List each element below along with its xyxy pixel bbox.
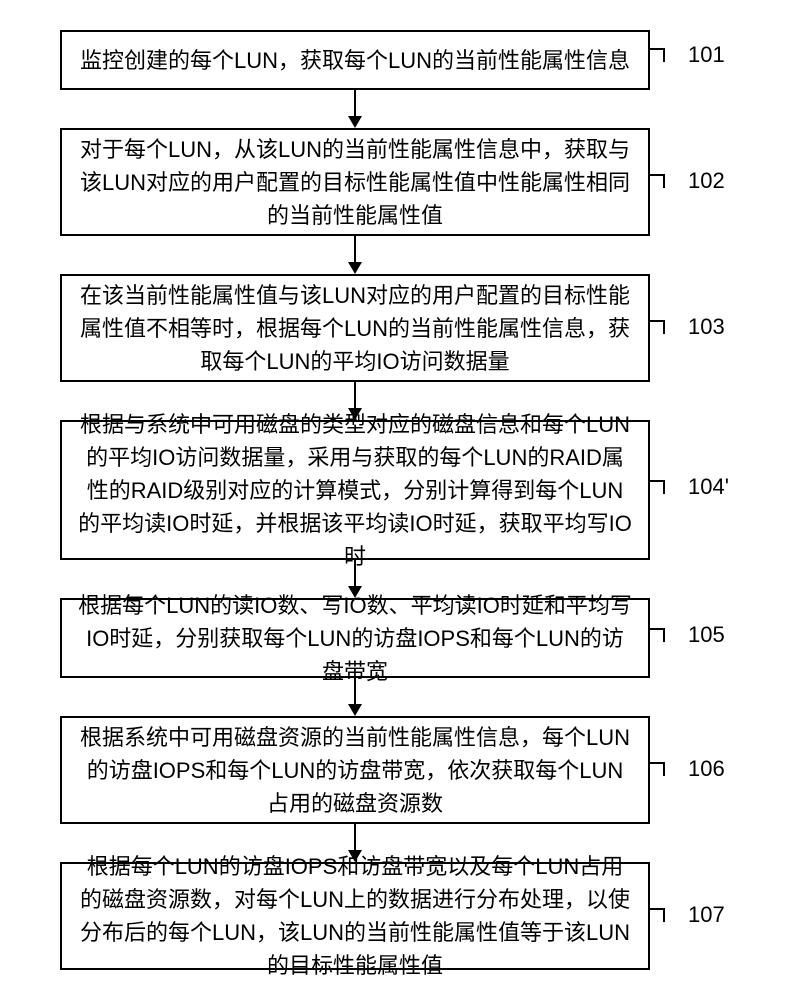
flowchart-step-103: 在该当前性能属性值与该LUN对应的用户配置的目标性能属性值不相等时，根据每个LU… [60, 274, 650, 382]
step-label-103: 103 [688, 314, 725, 340]
label-connector [650, 908, 665, 922]
flowchart-step-105: 根据每个LUN的读IO数、写IO数、平均读IO时延和平均写IO时延，分别获取每个… [60, 598, 650, 678]
step-text: 在该当前性能属性值与该LUN对应的用户配置的目标性能属性值不相等时，根据每个LU… [76, 279, 634, 378]
step-label-101: 101 [688, 42, 725, 68]
flowchart-step-104: 根据与系统中可用磁盘的类型对应的磁盘信息和每个LUN的平均IO访问数据量，采用与… [60, 420, 650, 560]
arrow-head [348, 116, 362, 128]
arrow-head [348, 704, 362, 716]
label-connector [650, 48, 665, 62]
label-connector [650, 762, 665, 776]
step-text: 根据与系统中可用磁盘的类型对应的磁盘信息和每个LUN的平均IO访问数据量，采用与… [76, 408, 634, 573]
flowchart-container: 监控创建的每个LUN，获取每个LUN的当前性能属性信息 101 对于每个LUN，… [0, 0, 796, 1000]
arrow-line [354, 678, 356, 704]
step-text: 根据每个LUN的读IO数、写IO数、平均读IO时延和平均写IO时延，分别获取每个… [76, 589, 634, 688]
label-connector [650, 174, 665, 188]
step-text: 对于每个LUN，从该LUN的当前性能属性信息中，获取与该LUN对应的用户配置的目… [76, 133, 634, 232]
label-connector [650, 628, 665, 642]
step-label-102: 102 [688, 168, 725, 194]
arrow-head [348, 262, 362, 274]
step-label-106: 106 [688, 756, 725, 782]
arrow-line [354, 90, 356, 116]
label-connector [650, 320, 665, 334]
flowchart-step-106: 根据系统中可用磁盘资源的当前性能属性信息，每个LUN的访盘IOPS和每个LUN的… [60, 716, 650, 824]
arrow-line [354, 824, 356, 850]
step-text: 根据系统中可用磁盘资源的当前性能属性信息，每个LUN的访盘IOPS和每个LUN的… [76, 721, 634, 820]
arrow-line [354, 560, 356, 586]
step-label-107: 107 [688, 902, 725, 928]
arrow-line [354, 236, 356, 262]
step-text: 根据每个LUN的访盘IOPS和访盘带宽以及每个LUN占用的磁盘资源数，对每个LU… [76, 850, 634, 982]
flowchart-step-101: 监控创建的每个LUN，获取每个LUN的当前性能属性信息 [60, 30, 650, 90]
flowchart-step-107: 根据每个LUN的访盘IOPS和访盘带宽以及每个LUN占用的磁盘资源数，对每个LU… [60, 862, 650, 970]
label-connector [650, 480, 665, 494]
arrow-line [354, 382, 356, 408]
step-label-105: 105 [688, 622, 725, 648]
step-label-104: 104' [688, 474, 729, 500]
flowchart-step-102: 对于每个LUN，从该LUN的当前性能属性信息中，获取与该LUN对应的用户配置的目… [60, 128, 650, 236]
step-text: 监控创建的每个LUN，获取每个LUN的当前性能属性信息 [80, 44, 630, 77]
